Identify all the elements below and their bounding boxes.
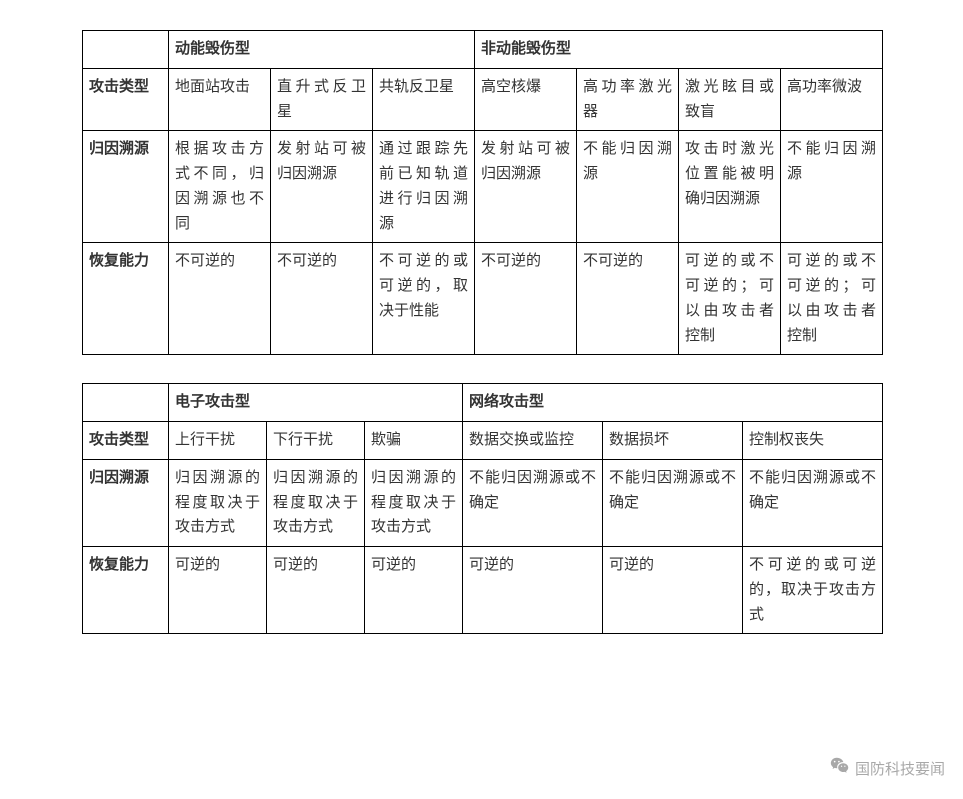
table-row: 归因溯源 根据攻击方式不同，归因溯源也不同 发射站可被归因溯源 通过跟踪先前已知… (83, 131, 883, 243)
row-label-attack-type: 攻击类型 (83, 68, 169, 131)
cell: 不可逆的或可逆的，取决于性能 (373, 243, 475, 355)
cell: 不可逆的 (577, 243, 679, 355)
cell: 可逆的或不可逆的；可以由攻击者控制 (781, 243, 883, 355)
row-label-recovery: 恢复能力 (83, 243, 169, 355)
cell: 不能归因溯源或不确定 (603, 459, 743, 546)
cell: 归因溯源的程度取决于攻击方式 (169, 459, 267, 546)
cell: 可逆的或不可逆的；可以由攻击者控制 (679, 243, 781, 355)
cell: 共轨反卫星 (373, 68, 475, 131)
cell: 高功率激光器 (577, 68, 679, 131)
cell: 不可逆的 (169, 243, 271, 355)
corner-cell (83, 384, 169, 422)
cell: 可逆的 (603, 547, 743, 634)
wechat-icon (829, 755, 855, 781)
group-header-cyber: 网络攻击型 (463, 384, 883, 422)
cell: 发射站可被归因溯源 (475, 131, 577, 243)
corner-cell (83, 31, 169, 69)
row-label-attribution: 归因溯源 (83, 459, 169, 546)
group-header-nonkinetic: 非动能毁伤型 (475, 31, 883, 69)
group-header-electronic: 电子攻击型 (169, 384, 463, 422)
cell: 欺骗 (365, 422, 463, 460)
cell: 不可逆的或可逆的，取决于攻击方式 (743, 547, 883, 634)
cell: 数据损坏 (603, 422, 743, 460)
cell: 直升式反卫星 (271, 68, 373, 131)
table-row: 攻击类型 上行干扰 下行干扰 欺骗 数据交换或监控 数据损坏 控制权丧失 (83, 422, 883, 460)
cell: 可逆的 (463, 547, 603, 634)
cell: 攻击时激光位置能被明确归因溯源 (679, 131, 781, 243)
cell: 不能归因溯源 (577, 131, 679, 243)
group-header-kinetic: 动能毁伤型 (169, 31, 475, 69)
cell: 不能归因溯源或不确定 (463, 459, 603, 546)
watermark-text: 国防科技要闻 (855, 758, 945, 779)
cell: 根据攻击方式不同，归因溯源也不同 (169, 131, 271, 243)
cell: 下行干扰 (267, 422, 365, 460)
cell: 上行干扰 (169, 422, 267, 460)
cell: 高空核爆 (475, 68, 577, 131)
cell: 控制权丧失 (743, 422, 883, 460)
watermark: 国防科技要闻 (829, 755, 945, 781)
cell: 高功率微波 (781, 68, 883, 131)
row-label-recovery: 恢复能力 (83, 547, 169, 634)
cell: 数据交换或监控 (463, 422, 603, 460)
cell: 通过跟踪先前已知轨道进行归因溯源 (373, 131, 475, 243)
cell: 不能归因溯源或不确定 (743, 459, 883, 546)
cell: 不可逆的 (271, 243, 373, 355)
cell: 可逆的 (169, 547, 267, 634)
table-row: 归因溯源 归因溯源的程度取决于攻击方式 归因溯源的程度取决于攻击方式 归因溯源的… (83, 459, 883, 546)
cell: 激光眩目或致盲 (679, 68, 781, 131)
cell: 不可逆的 (475, 243, 577, 355)
cell: 归因溯源的程度取决于攻击方式 (365, 459, 463, 546)
row-label-attribution: 归因溯源 (83, 131, 169, 243)
table-row: 恢复能力 不可逆的 不可逆的 不可逆的或可逆的，取决于性能 不可逆的 不可逆的 … (83, 243, 883, 355)
table-row: 恢复能力 可逆的 可逆的 可逆的 可逆的 可逆的 不可逆的或可逆的，取决于攻击方… (83, 547, 883, 634)
cell: 可逆的 (267, 547, 365, 634)
table-row: 电子攻击型 网络攻击型 (83, 384, 883, 422)
table-electronic-cyber: 电子攻击型 网络攻击型 攻击类型 上行干扰 下行干扰 欺骗 数据交换或监控 数据… (82, 383, 883, 634)
cell: 归因溯源的程度取决于攻击方式 (267, 459, 365, 546)
cell: 地面站攻击 (169, 68, 271, 131)
table-row: 动能毁伤型 非动能毁伤型 (83, 31, 883, 69)
row-label-attack-type: 攻击类型 (83, 422, 169, 460)
cell: 发射站可被归因溯源 (271, 131, 373, 243)
table-row: 攻击类型 地面站攻击 直升式反卫星 共轨反卫星 高空核爆 高功率激光器 激光眩目… (83, 68, 883, 131)
cell: 不能归因溯源 (781, 131, 883, 243)
cell: 可逆的 (365, 547, 463, 634)
page: 动能毁伤型 非动能毁伤型 攻击类型 地面站攻击 直升式反卫星 共轨反卫星 高空核… (0, 0, 963, 799)
table-kinetic-nonkinetic: 动能毁伤型 非动能毁伤型 攻击类型 地面站攻击 直升式反卫星 共轨反卫星 高空核… (82, 30, 883, 355)
